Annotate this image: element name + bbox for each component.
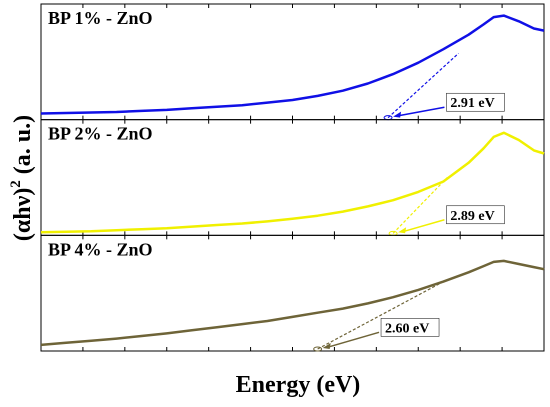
tangent-line (387, 52, 459, 119)
label-arrow (398, 106, 445, 117)
gap-label: 2.89 eV (450, 209, 494, 224)
panel-2: 2.89 eV BP 2% - ZnO (40, 119, 545, 236)
y-axis-label-superscript: 2 (8, 180, 24, 188)
arrow-head (322, 342, 331, 349)
tangent-line (317, 281, 444, 350)
series-line (40, 131, 545, 234)
gap-label-box (380, 318, 440, 337)
arrow-head (393, 111, 402, 118)
intercept-marker (313, 346, 323, 352)
gap-label: 2.91 eV (450, 96, 494, 111)
panel-1: 2.91 eV BP 1% - ZnO (40, 3, 545, 121)
x-axis-label: Energy (eV) (236, 372, 361, 398)
label-arrow (328, 331, 380, 348)
panel-3: 2.60 eV BP 4% - ZnO (40, 234, 545, 352)
label-arrow (403, 219, 445, 233)
gap-label: 2.60 eV (385, 321, 429, 336)
arrow-head (398, 227, 407, 234)
y-axis-label-units: (a. u.) (10, 115, 36, 180)
series-line (40, 259, 545, 347)
panels-layer: 2.91 eV BP 1% - ZnO 2.89 eV BP 2% - ZnO 2.60… (40, 3, 545, 352)
y-axis-label-main: (αhν) (10, 188, 36, 241)
gap-label-box (446, 92, 505, 112)
panel-title: BP 1% - ZnO (48, 8, 153, 28)
y-axis-label: (αhν)2 (a. u.) (8, 115, 36, 241)
gap-label-box (446, 205, 505, 225)
panel-title: BP 2% - ZnO (48, 124, 153, 144)
series-line (40, 14, 545, 115)
panel-title: BP 4% - ZnO (48, 239, 153, 259)
tangent-line (392, 175, 449, 234)
